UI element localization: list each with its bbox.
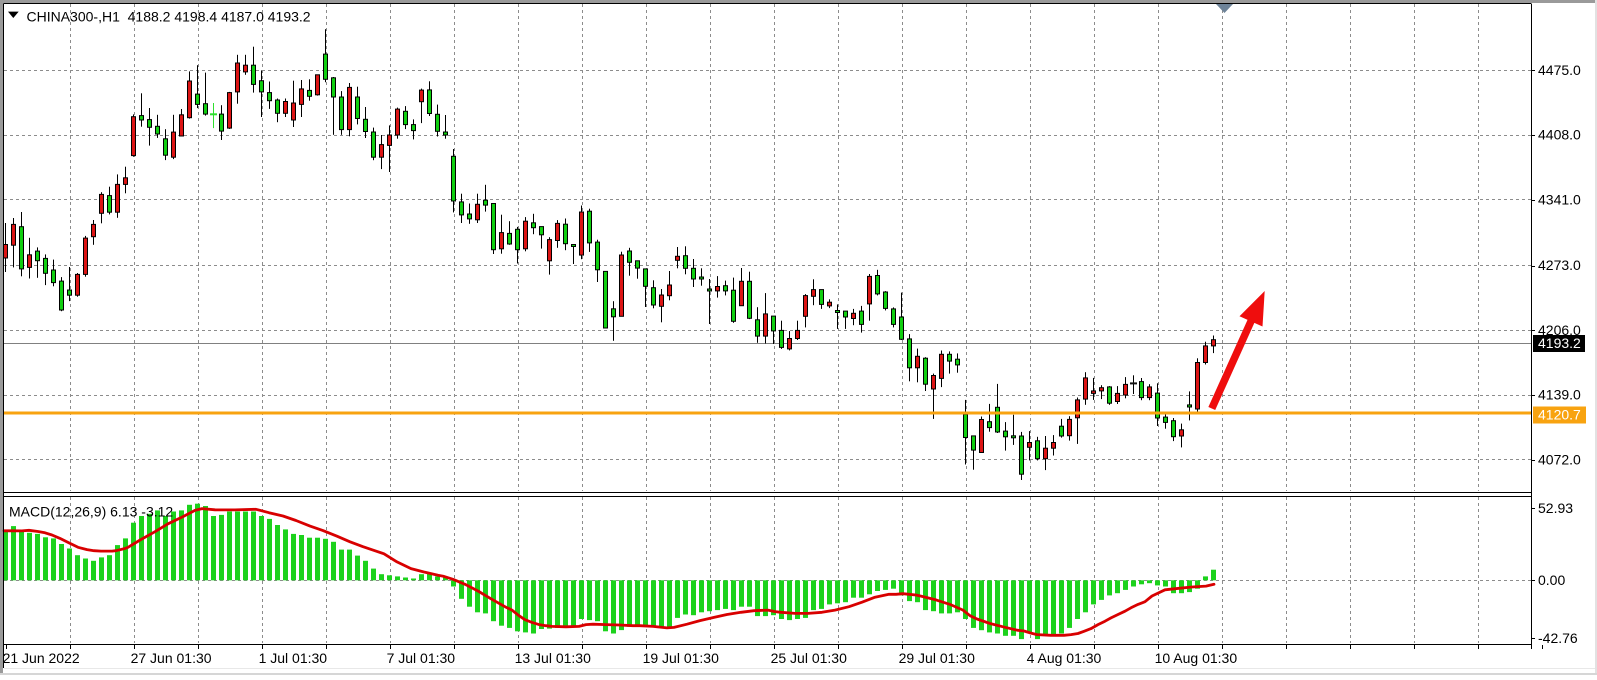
svg-text:29 Jul 01:30: 29 Jul 01:30 bbox=[899, 650, 975, 666]
svg-text:13 Jul 01:30: 13 Jul 01:30 bbox=[515, 650, 591, 666]
svg-text:4206.0: 4206.0 bbox=[1538, 322, 1581, 338]
svg-text:4475.0: 4475.0 bbox=[1538, 62, 1581, 78]
svg-text:4139.0: 4139.0 bbox=[1538, 387, 1581, 403]
svg-text:MACD(12,26,9) 6.13 -3.12: MACD(12,26,9) 6.13 -3.12 bbox=[9, 504, 173, 520]
svg-text:7 Jul 01:30: 7 Jul 01:30 bbox=[387, 650, 456, 666]
svg-text:4120.7: 4120.7 bbox=[1538, 407, 1581, 423]
svg-text:4273.0: 4273.0 bbox=[1538, 257, 1581, 273]
svg-text:4072.0: 4072.0 bbox=[1538, 451, 1581, 467]
svg-text:4 Aug 01:30: 4 Aug 01:30 bbox=[1027, 650, 1102, 666]
svg-text:4341.0: 4341.0 bbox=[1538, 191, 1581, 207]
svg-text:4408.0: 4408.0 bbox=[1538, 127, 1581, 143]
svg-text:21 Jun 2022: 21 Jun 2022 bbox=[3, 650, 80, 666]
svg-text:19 Jul 01:30: 19 Jul 01:30 bbox=[643, 650, 719, 666]
svg-text:0.00: 0.00 bbox=[1538, 572, 1565, 588]
svg-text:10 Aug 01:30: 10 Aug 01:30 bbox=[1155, 650, 1238, 666]
svg-text:27 Jun 01:30: 27 Jun 01:30 bbox=[131, 650, 212, 666]
svg-text:CHINA300-,H1 4188.2 4198.4 41: CHINA300-,H1 4188.2 4198.4 4187.0 4193.2 bbox=[27, 9, 311, 25]
svg-text:1 Jul 01:30: 1 Jul 01:30 bbox=[259, 650, 328, 666]
svg-text:52.93: 52.93 bbox=[1538, 500, 1573, 516]
svg-text:4193.2: 4193.2 bbox=[1538, 335, 1581, 351]
svg-text:-42.76: -42.76 bbox=[1538, 630, 1578, 646]
svg-text:25 Jul 01:30: 25 Jul 01:30 bbox=[771, 650, 847, 666]
